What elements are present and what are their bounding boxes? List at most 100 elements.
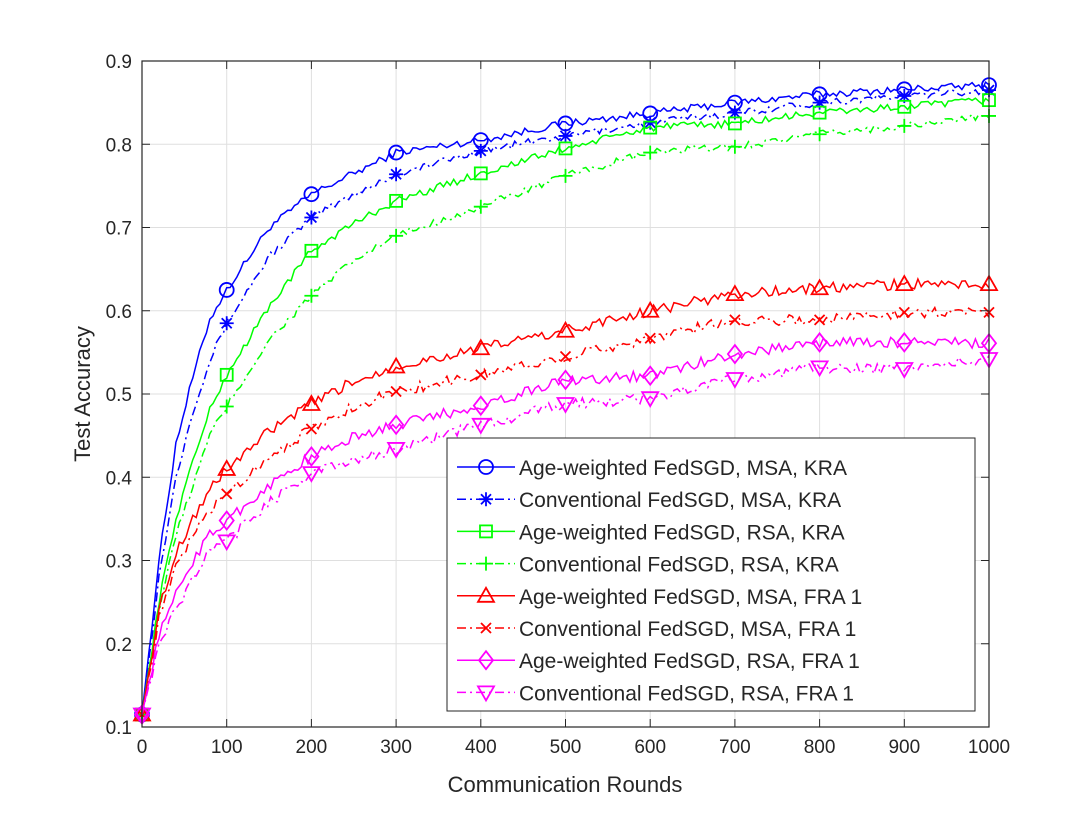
series-line xyxy=(133,331,998,725)
data-point-asterisk xyxy=(304,210,319,225)
data-point-asterisk xyxy=(643,115,658,130)
data-point-asterisk xyxy=(479,492,493,507)
series-path xyxy=(141,81,990,715)
legend-label: Age-weighted FedSGD, MSA, FRA 1 xyxy=(519,586,862,609)
legend-entry: Conventional FedSGD, MSA, FRA 1 xyxy=(457,618,856,641)
data-point-triangle-up xyxy=(894,274,914,292)
data-point-plus xyxy=(558,168,573,183)
data-point-triangle-up xyxy=(301,394,321,411)
data-point-circle xyxy=(388,144,405,161)
legend-box xyxy=(446,437,976,712)
data-point-plus xyxy=(643,145,658,160)
data-point-triangle-down xyxy=(894,362,914,379)
data-point-cross xyxy=(644,332,656,344)
y-tick-label: 0.6 xyxy=(106,302,132,323)
x-tick-label: 100 xyxy=(211,737,243,758)
x-tick-label: 700 xyxy=(719,737,751,758)
legend-entry: Conventional FedSGD, RSA, KRA xyxy=(457,554,839,577)
data-point-triangle-up xyxy=(555,320,576,338)
data-point-plus xyxy=(479,556,493,571)
y-tick-label: 0.2 xyxy=(106,635,132,656)
data-point-cross xyxy=(480,622,492,634)
series-path xyxy=(141,335,990,715)
series-path xyxy=(141,113,990,715)
data-point-diamond xyxy=(387,414,405,436)
series-path xyxy=(141,354,990,715)
data-point-square xyxy=(219,367,234,382)
data-point-triangle-down xyxy=(301,466,321,483)
data-point-plus xyxy=(897,118,912,133)
data-point-triangle-down xyxy=(476,685,496,703)
data-point-triangle-up xyxy=(471,338,491,356)
series-line xyxy=(132,352,999,725)
legend-label: Age-weighted FedSGD, MSA, KRA xyxy=(519,457,847,480)
data-point-square xyxy=(479,524,493,539)
data-point-cross xyxy=(305,423,318,435)
data-point-triangle-up xyxy=(476,585,496,603)
legend-label: Conventional FedSGD, RSA, KRA xyxy=(519,554,839,577)
data-point-diamond xyxy=(303,445,320,467)
y-tick-label: 0.1 xyxy=(106,718,132,739)
x-tick-label: 200 xyxy=(296,737,328,758)
data-point-asterisk xyxy=(812,95,827,110)
data-point-asterisk xyxy=(219,316,234,331)
data-point-circle xyxy=(303,186,320,203)
x-axis-ticks: 0 100 200 300 400 500 600 700 800 900 1000 xyxy=(137,61,1010,758)
data-point-plus xyxy=(389,228,404,243)
x-tick-label: 800 xyxy=(804,737,836,758)
data-point-asterisk xyxy=(389,167,404,182)
data-point-asterisk xyxy=(727,105,742,120)
data-point-diamond xyxy=(218,510,235,532)
data-point-diamond xyxy=(896,331,913,353)
data-point-diamond xyxy=(472,395,489,417)
series-layer xyxy=(132,77,999,725)
data-point-square xyxy=(389,193,404,208)
data-point-square xyxy=(643,120,658,135)
y-tick-label: 0.5 xyxy=(106,385,132,406)
legend-label: Conventional FedSGD, MSA, FRA 1 xyxy=(519,618,856,641)
data-point-triangle-up xyxy=(640,300,660,318)
y-tick-label: 0.4 xyxy=(106,468,133,489)
data-point-square xyxy=(812,105,827,120)
data-point-cross xyxy=(390,385,402,398)
data-point-triangle-up xyxy=(810,278,830,296)
series-line xyxy=(135,93,996,722)
x-tick-label: 900 xyxy=(888,737,920,758)
legend: Age-weighted FedSGD, MSA, KRA Conventiona… xyxy=(446,437,976,712)
x-tick-label: 400 xyxy=(465,737,497,758)
data-point-triangle-up xyxy=(725,284,745,302)
x-tick-label: 500 xyxy=(550,737,582,758)
data-point-diamond xyxy=(477,649,495,671)
series-path xyxy=(141,97,990,715)
data-point-triangle-up xyxy=(217,459,237,476)
x-axis-label: Communication Rounds xyxy=(448,772,683,797)
data-point-triangle-down xyxy=(640,391,660,408)
data-point-cross xyxy=(475,369,487,381)
y-tick-label: 0.9 xyxy=(106,52,132,73)
y-tick-label: 0.8 xyxy=(106,135,132,156)
data-point-triangle-down xyxy=(217,534,237,552)
data-point-cross xyxy=(221,488,233,500)
x-tick-label: 600 xyxy=(634,737,666,758)
data-point-plus xyxy=(219,399,234,414)
data-point-diamond xyxy=(642,365,659,387)
y-axis-label: Test Accuracy xyxy=(70,326,95,462)
series-path xyxy=(141,276,990,715)
data-point-diamond xyxy=(557,369,574,391)
data-point-asterisk xyxy=(558,128,573,143)
data-point-square xyxy=(897,99,912,114)
y-tick-label: 0.7 xyxy=(106,219,132,240)
data-point-diamond xyxy=(726,343,744,365)
x-tick-label: 300 xyxy=(380,737,412,758)
y-tick-label: 0.3 xyxy=(106,552,132,573)
data-point-cross xyxy=(729,314,741,326)
series-path xyxy=(141,305,990,715)
legend-entry: Age-weighted FedSGD, MSA, KRA xyxy=(457,457,847,480)
legend-label: Conventional FedSGD, MSA, KRA xyxy=(519,489,841,512)
data-point-cross xyxy=(559,350,572,363)
data-point-cross xyxy=(898,306,910,319)
data-point-square xyxy=(728,116,742,131)
x-tick-label: 0 xyxy=(137,737,148,758)
y-axis-ticks: 0.1 0.2 0.3 0.4 0.5 0.6 0.7 0.8 0.9 xyxy=(106,52,989,739)
legend-label: Conventional FedSGD, RSA, FRA 1 xyxy=(519,682,854,705)
